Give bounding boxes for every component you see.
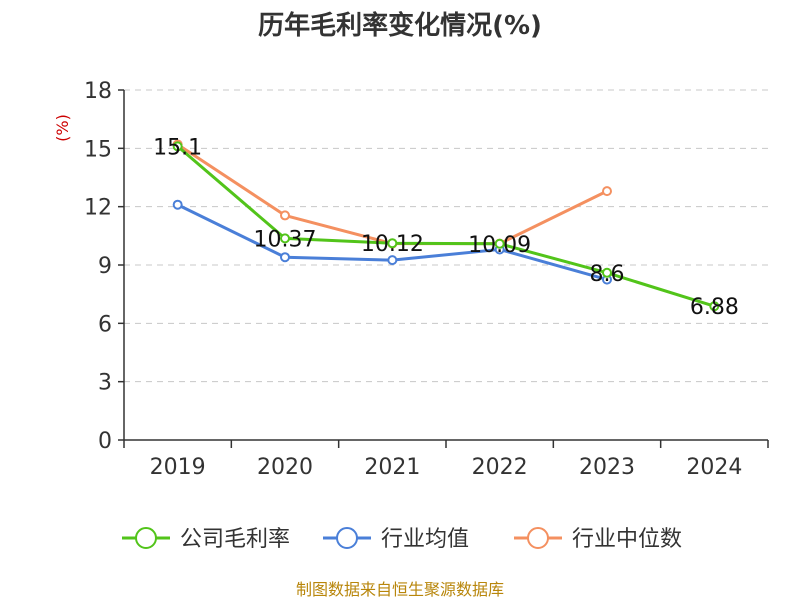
y-tick-label: 0: [98, 429, 112, 454]
data-labels: 15.1 10.37 10.12 10.09 8.6 6.88: [153, 135, 739, 320]
data-label: 8.6: [590, 262, 625, 287]
x-tick-label: 2019: [150, 455, 206, 480]
data-point: [602, 186, 612, 197]
data-point: [280, 210, 290, 221]
series-line: [176, 143, 608, 246]
data-point: [172, 141, 183, 152]
y-tick-label: 3: [98, 371, 112, 396]
data-label: 10.37: [254, 227, 317, 252]
series-0: [172, 141, 720, 312]
legend-marker: [135, 527, 157, 549]
data-point: [172, 199, 183, 210]
legend-item: 行业中位数: [514, 527, 682, 552]
y-tick-label: 12: [84, 196, 112, 221]
data-point: [387, 255, 398, 266]
x-tick-label: 2022: [472, 455, 528, 480]
x-tick-label: 2024: [686, 455, 742, 480]
y-tick-label: 9: [98, 254, 112, 279]
y-tick-label: 15: [84, 137, 112, 162]
data-point: [602, 267, 612, 278]
data-point: [280, 233, 290, 244]
data-point: [280, 252, 290, 263]
axes: [118, 89, 769, 448]
legend-marker: [527, 527, 549, 549]
x-tick-labels: 2019 2020 2021 2022 2023 2024: [150, 455, 743, 480]
series-line: [176, 145, 715, 308]
y-tick-labels: 0 3 6 9 12 15 18: [84, 79, 112, 454]
x-tick-label: 2020: [257, 455, 313, 480]
source-note: 制图数据来自恒生聚源数据库: [296, 580, 504, 599]
data-label: 10.09: [468, 233, 531, 258]
data-point: [494, 238, 505, 249]
series-group: [172, 139, 720, 312]
legend-label: 行业中位数: [572, 527, 682, 552]
y-axis-label: (%): [53, 114, 72, 142]
data-label: 6.88: [690, 295, 739, 320]
legend-label: 公司毛利率: [180, 527, 290, 552]
legend-label: 行业均值: [381, 527, 469, 552]
data-point: [387, 238, 398, 249]
legend-item: 行业均值: [323, 527, 469, 552]
data-point: [709, 301, 720, 312]
y-tick-label: 18: [84, 79, 112, 104]
grid-lines: [124, 89, 768, 383]
x-tick-label: 2023: [579, 455, 635, 480]
legend-item: 公司毛利率: [122, 527, 290, 552]
y-tick-label: 6: [98, 312, 112, 337]
data-label: 15.1: [153, 135, 202, 160]
x-tick-label: 2021: [364, 455, 420, 480]
data-label: 10.12: [361, 232, 424, 257]
chart-title: 历年毛利率变化情况(%): [258, 10, 542, 41]
legend: 公司毛利率 行业均值 行业中位数: [122, 527, 682, 552]
legend-marker: [336, 527, 358, 549]
